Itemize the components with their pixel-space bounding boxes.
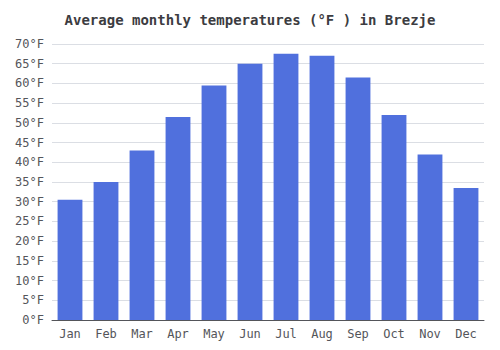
svg-text:Mar: Mar [131,327,153,341]
svg-text:Jul: Jul [275,327,297,341]
svg-text:Dec: Dec [455,327,477,341]
svg-text:0°F: 0°F [22,313,44,327]
svg-text:Jan: Jan [59,327,81,341]
svg-text:45°F: 45°F [15,136,44,150]
svg-text:Jun: Jun [239,327,261,341]
svg-text:60°F: 60°F [15,76,44,90]
svg-text:20°F: 20°F [15,234,44,248]
svg-text:50°F: 50°F [15,116,44,130]
svg-text:35°F: 35°F [15,175,44,189]
svg-text:Apr: Apr [167,327,189,341]
svg-text:Average monthly temperatures (: Average monthly temperatures (°F ) in Br… [65,12,436,28]
svg-text:55°F: 55°F [15,96,44,110]
svg-text:Oct: Oct [383,327,405,341]
svg-text:May: May [203,327,225,341]
svg-text:25°F: 25°F [15,214,44,228]
svg-text:70°F: 70°F [15,37,44,51]
svg-text:Sep: Sep [347,327,369,341]
svg-text:40°F: 40°F [15,155,44,169]
svg-text:Nov: Nov [419,327,441,341]
svg-text:10°F: 10°F [15,274,44,288]
svg-text:Feb: Feb [95,327,117,341]
svg-text:65°F: 65°F [15,57,44,71]
svg-text:Aug: Aug [311,327,333,341]
svg-text:15°F: 15°F [15,254,44,268]
svg-text:30°F: 30°F [15,195,44,209]
svg-text:5°F: 5°F [22,293,44,307]
